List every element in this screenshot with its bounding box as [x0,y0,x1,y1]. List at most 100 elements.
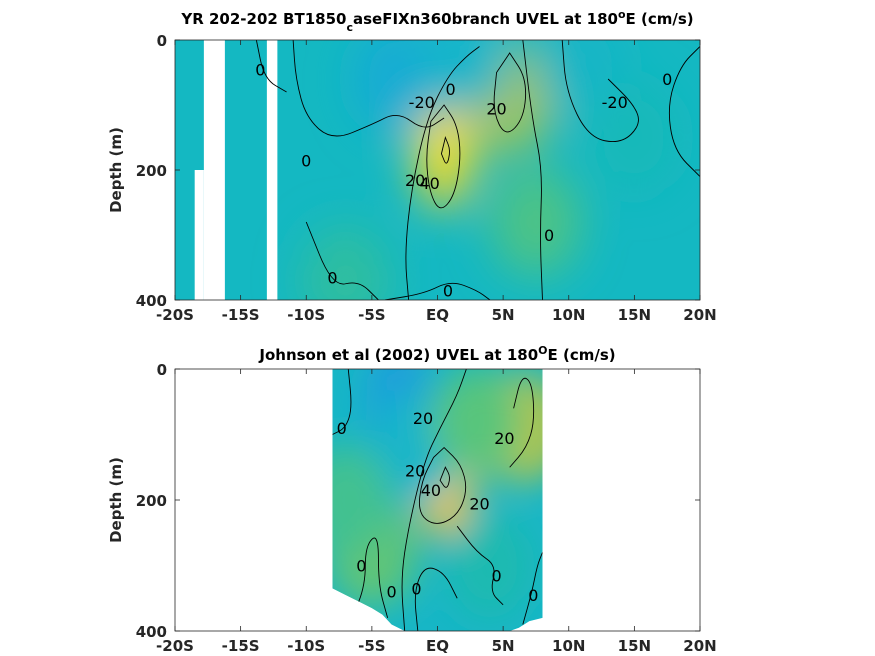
title-bottom-end: E (cm/s) [548,346,616,364]
x-tick-label: -10S [287,637,325,655]
panel-bottom: Johnson et al (2002) UVEL at 180OE (cm/s… [107,344,717,655]
contour-line [401,369,467,631]
x-tick-label: 10N [552,306,585,324]
contour-label: 20 [405,171,425,190]
contour-line [405,46,480,300]
contour-label: 40 [419,174,439,193]
contour-line [668,46,700,177]
field-feature [589,82,680,193]
contour-line [456,525,504,606]
contour-label: 0 [255,60,265,79]
contour-line [509,377,535,468]
contour-line [522,552,543,625]
x-tick-label: 5N [492,637,515,655]
x-tick-label: -10S [287,306,325,324]
contour-line [305,221,379,300]
missing-data-band [194,170,204,300]
y-tick-label: 400 [136,292,167,310]
x-tick-label: 20N [683,306,716,324]
contour-label: 0 [491,566,501,585]
y-tick-label: 0 [157,361,167,379]
y-tick-label: 200 [136,162,167,180]
contour-label: 0 [443,281,453,300]
contour-line [255,40,287,93]
field-feature-core [430,120,459,181]
field-features-bottom [332,369,543,621]
contour-label: 20 [486,99,506,118]
contour-label: 0 [301,151,311,170]
contour-label: 0 [386,583,396,602]
y-tick-label: 400 [136,623,167,641]
contour-label: 20 [469,494,489,513]
contour-line [426,104,461,209]
x-tick-label: EQ [426,306,449,324]
title-top-middle: aseFIXn360branch UVEL at 180 [353,10,618,28]
contour-label: -20 [602,93,628,112]
field-feature [445,510,535,621]
field-feature [418,40,509,115]
field-features-top [300,40,680,300]
contour-line [384,282,491,300]
contour-label: 20 [405,462,425,481]
x-tick-label: -15S [222,637,260,655]
x-tick-label: 15N [618,306,651,324]
y-tick-label: 200 [136,492,167,510]
x-tick-label: -20S [156,306,194,324]
contour-line [419,446,467,524]
contour-line [414,567,458,631]
contour-label: 0 [662,70,672,89]
x-tick-label: EQ [426,637,449,655]
x-tick-label: 20N [683,637,716,655]
contour-label: 0 [327,268,337,287]
contour-label: 40 [421,481,441,500]
panel-top: YR 202-202 BT1850caseFIXn360branch UVEL … [107,8,717,324]
field-feature [431,369,522,477]
contour-line [522,40,543,300]
contour-label: 20 [413,409,433,428]
x-axis-top: -20S -15S -10S -5S EQ 5N 10N 15N 20N [156,40,717,324]
contour-label: 20 [494,429,514,448]
contour-line [493,52,527,133]
x-tick-label: -15S [222,306,260,324]
ylabel-bottom: Depth (m) [107,457,125,543]
contours-bottom [332,369,543,631]
title-top: YR 202-202 BT1850caseFIXn360branch UVEL … [180,8,693,34]
contour-label: 0 [544,226,554,245]
missing-data-band [203,40,225,300]
ylabel-top: Depth (m) [107,127,125,213]
field-feature [332,445,391,555]
field-feature [490,167,581,277]
title-top-subscript: c [346,21,353,34]
x-tick-label: 15N [618,637,651,655]
x-tick-label: -20S [156,637,194,655]
contour-label: -20 [409,93,435,112]
contours-top [255,40,700,300]
contour-label: 0 [337,419,347,438]
missing-data-band [266,40,278,300]
x-tick-label: 5N [492,306,515,324]
contour-line [440,136,450,164]
x-tick-label: -5S [358,637,385,655]
title-top-end: E (cm/s) [626,10,694,28]
contour-label: 0 [356,557,366,576]
contour-line [332,369,352,435]
title-top-superscript: o [618,8,626,21]
contour-label: 0 [446,80,456,99]
contour-line [561,40,639,143]
field-feature [300,225,391,300]
contour-line [292,40,445,137]
title-bottom-superscript: O [538,344,547,357]
contour-line [439,466,450,488]
title-bottom: Johnson et al (2002) UVEL at 180OE (cm/s… [258,344,615,364]
contour-label: 0 [528,586,538,605]
x-tick-label: -5S [358,306,385,324]
missing-data-top [194,40,278,300]
contour-label: 0 [411,579,421,598]
x-tick-label: 10N [552,637,585,655]
